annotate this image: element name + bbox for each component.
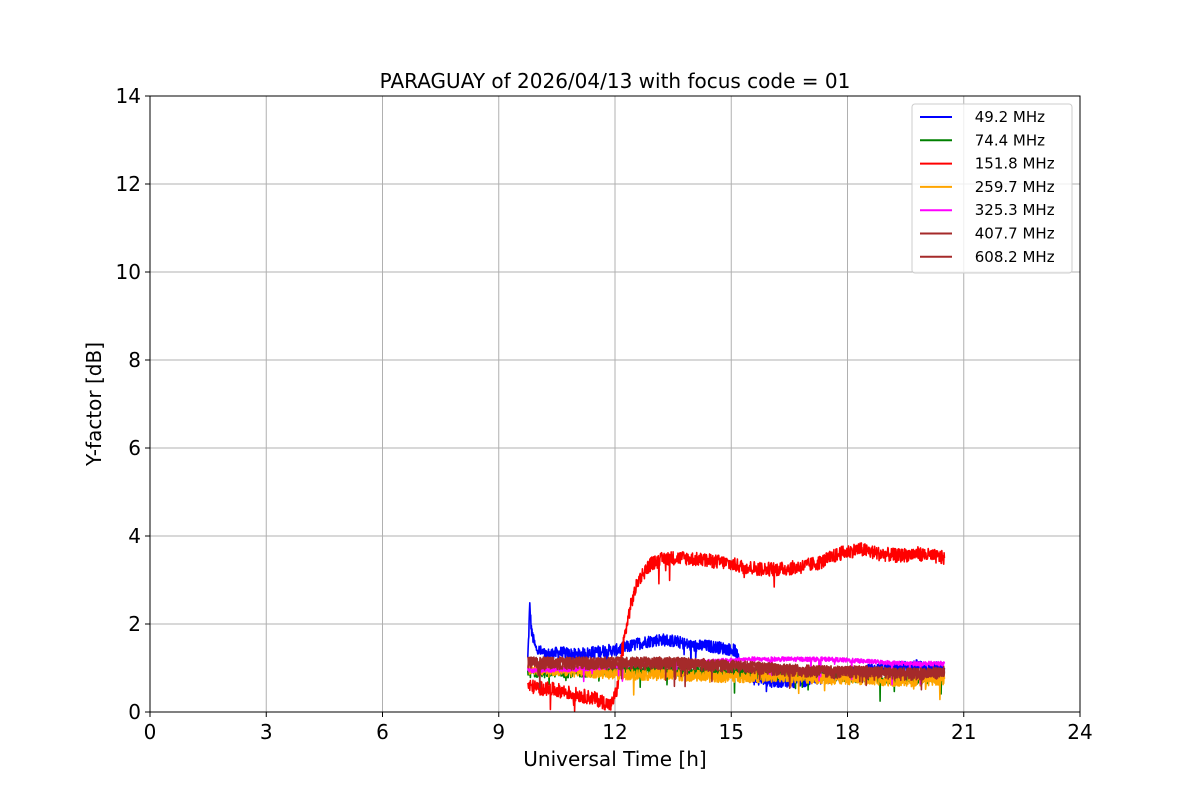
y-tick-label: 0 [128, 700, 141, 724]
y-tick-label: 10 [116, 260, 141, 284]
y-axis-label: Y-factor [dB] [82, 342, 106, 467]
series-line [527, 542, 946, 712]
y-tick-label: 12 [116, 172, 141, 196]
y-tick-label: 14 [116, 84, 141, 108]
legend-label: 49.2 MHz [970, 108, 1045, 126]
y-tick-label: 2 [128, 612, 141, 636]
legend-label: 325.3 MHz [970, 201, 1055, 219]
y-tick-label: 6 [128, 436, 141, 460]
legend-box [911, 103, 1073, 274]
legend-label: 259.7 MHz [970, 178, 1055, 196]
legend-label: 151.8 MHz [970, 155, 1055, 173]
series-line [527, 656, 946, 690]
x-tick-label: 9 [492, 720, 505, 744]
x-tick-label: 6 [376, 720, 389, 744]
y-tick-label: 8 [128, 348, 141, 372]
legend-label: 407.7 MHz [970, 225, 1055, 243]
x-axis-label: Universal Time [h] [523, 747, 706, 771]
x-tick-label: 12 [602, 720, 627, 744]
x-tick-label: 18 [835, 720, 860, 744]
x-tick-label: 3 [260, 720, 273, 744]
series-layer [527, 542, 946, 712]
legend-label: 608.2 MHz [970, 248, 1055, 266]
x-tick-label: 15 [719, 720, 744, 744]
x-tick-label: 24 [1067, 720, 1092, 744]
y-tick-label: 4 [128, 524, 141, 548]
x-tick-label: 0 [144, 720, 157, 744]
chart-title: PARAGUAY of 2026/04/13 with focus code =… [380, 69, 851, 93]
legend: 49.2 MHz 74.4 MHz 151.8 MHz 259.7 MHz 32… [911, 103, 1073, 274]
legend-label: 74.4 MHz [970, 131, 1045, 149]
x-tick-label: 21 [951, 720, 976, 744]
